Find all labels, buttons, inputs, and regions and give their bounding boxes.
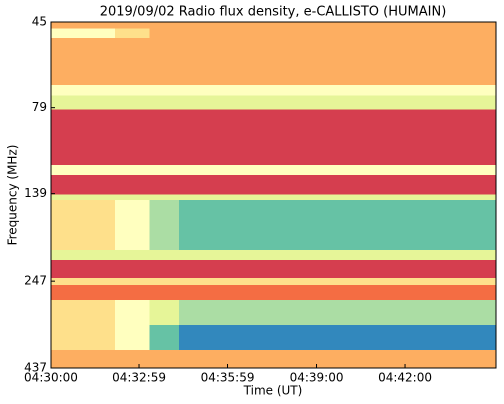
- spectrogram-cell: [114, 22, 150, 30]
- spectrogram-cell: [178, 164, 497, 176]
- y-tick-label: 139: [24, 186, 47, 200]
- spectrogram-cell: [149, 200, 180, 251]
- spectrogram-cell: [51, 260, 116, 279]
- spectrogram-cell: [178, 95, 497, 111]
- spectrogram-cell: [178, 84, 497, 97]
- spectrogram-cell: [178, 22, 497, 30]
- spectrogram-cell: [178, 109, 497, 166]
- spectrogram-cell: [114, 38, 150, 86]
- spectrogram-cell: [114, 194, 150, 201]
- spectrogram-cell: [114, 324, 150, 351]
- spectrogram-cell: [114, 300, 150, 326]
- y-tick-label: 247: [24, 274, 47, 288]
- spectrogram-cell: [51, 38, 116, 86]
- spectrogram-cell: [114, 278, 150, 286]
- spectrogram-cell: [149, 175, 180, 196]
- spectrogram-cell: [51, 22, 116, 30]
- spectrogram-cell: [51, 95, 116, 111]
- spectrogram-cell: [178, 278, 497, 286]
- spectrogram-cell: [178, 38, 497, 86]
- spectrogram-cell: [149, 278, 180, 286]
- spectrogram-cell: [51, 109, 116, 166]
- x-tick-label: 04:35:59: [201, 371, 255, 385]
- spectrogram-cell: [51, 278, 116, 286]
- spectrogram-cell: [149, 95, 180, 111]
- y-tick-label: 79: [32, 100, 47, 114]
- spectrogram-cell: [178, 175, 497, 196]
- x-tick-label: 04:32:59: [112, 371, 166, 385]
- spectrogram-cell: [51, 284, 116, 301]
- y-axis-label: Frequency (MHz): [6, 145, 20, 246]
- x-tick-label: 04:30:00: [24, 371, 78, 385]
- spectrogram-cell: [149, 249, 180, 261]
- spectrogram-cell: [149, 284, 180, 301]
- spectrogram-cell: [51, 164, 116, 176]
- spectrogram-cell: [114, 249, 150, 261]
- spectrogram-cell: [178, 300, 497, 326]
- spectrogram-cell: [51, 28, 116, 39]
- spectrogram-cell: [149, 109, 180, 166]
- spectrogram-cell: [114, 164, 150, 176]
- spectrogram-cell: [149, 300, 180, 326]
- spectrogram-cell: [51, 84, 116, 97]
- spectrogram-cell: [51, 249, 116, 261]
- spectrogram-cell: [178, 284, 497, 301]
- spectrogram-cell: [178, 28, 497, 39]
- spectrogram-cell: [51, 175, 116, 196]
- spectrogram-cell: [114, 95, 150, 111]
- spectrogram-cell: [51, 349, 116, 369]
- spectrogram-cell: [149, 164, 180, 176]
- x-tick-label: 04:39:00: [290, 371, 344, 385]
- y-tick-label: 437: [24, 361, 47, 375]
- spectrogram-cell: [149, 194, 180, 201]
- spectrogram-cell: [51, 324, 116, 351]
- x-tick-label: 04:42:00: [378, 371, 432, 385]
- spectrogram-cell: [178, 200, 497, 251]
- spectrogram-cell: [178, 260, 497, 279]
- spectrogram-cell: [114, 284, 150, 301]
- spectrogram-cell: [114, 349, 150, 369]
- spectrogram-cell: [178, 194, 497, 201]
- spectrogram-cell: [178, 349, 497, 369]
- y-tick-label: 45: [32, 15, 47, 29]
- spectrogram-cell: [51, 194, 116, 201]
- spectrogram-cell: [51, 300, 116, 326]
- spectrogram-cell: [178, 249, 497, 261]
- x-axis-label: Time (UT): [243, 384, 303, 398]
- spectrogram-cell: [149, 260, 180, 279]
- spectrogram-cell: [149, 28, 180, 39]
- spectrogram-cell: [114, 260, 150, 279]
- spectrogram-cell: [114, 175, 150, 196]
- spectrogram-cell: [114, 84, 150, 97]
- spectrogram-cell: [114, 28, 150, 39]
- spectrogram-cell: [178, 324, 497, 351]
- spectrogram-cell: [114, 200, 150, 251]
- plot-frame: [50, 21, 497, 369]
- chart-title: 2019/09/02 Radio flux density, e-CALLIST…: [100, 5, 447, 20]
- spectrogram-cell: [51, 200, 116, 251]
- spectrogram-cell: [114, 109, 150, 166]
- spectrogram-cell: [149, 22, 180, 30]
- spectrogram-cell: [149, 324, 180, 351]
- spectrogram-cell: [149, 84, 180, 97]
- spectrogram-cell: [149, 38, 180, 86]
- spectrogram-cell: [149, 349, 180, 369]
